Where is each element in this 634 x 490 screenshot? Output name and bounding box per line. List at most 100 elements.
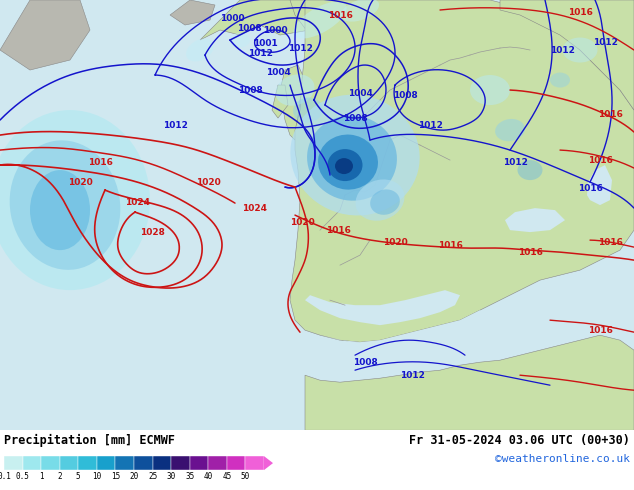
Text: 0.1: 0.1 bbox=[0, 472, 11, 481]
Ellipse shape bbox=[293, 98, 323, 122]
Text: 1012: 1012 bbox=[288, 44, 313, 52]
Ellipse shape bbox=[230, 32, 250, 48]
Text: 1012: 1012 bbox=[247, 49, 273, 57]
Ellipse shape bbox=[294, 1, 347, 39]
Bar bbox=[4, 456, 23, 470]
Ellipse shape bbox=[10, 140, 120, 270]
Bar bbox=[190, 456, 209, 470]
Text: 1024: 1024 bbox=[126, 197, 150, 207]
Text: Precipitation [mm] ECMWF: Precipitation [mm] ECMWF bbox=[4, 434, 175, 447]
Ellipse shape bbox=[550, 73, 570, 88]
Polygon shape bbox=[305, 310, 490, 345]
Text: 1012: 1012 bbox=[399, 371, 424, 380]
Bar bbox=[134, 456, 153, 470]
Bar bbox=[60, 456, 78, 470]
Ellipse shape bbox=[341, 0, 379, 22]
Text: 1016: 1016 bbox=[588, 326, 612, 335]
Text: 1016: 1016 bbox=[517, 247, 543, 257]
Bar bbox=[153, 456, 171, 470]
Text: 1016: 1016 bbox=[326, 225, 351, 235]
Ellipse shape bbox=[356, 179, 404, 221]
Bar bbox=[78, 456, 97, 470]
Text: 1020: 1020 bbox=[290, 218, 314, 226]
Bar bbox=[97, 456, 115, 470]
Polygon shape bbox=[500, 0, 634, 110]
Text: 1016: 1016 bbox=[578, 184, 602, 193]
Text: 1004: 1004 bbox=[347, 89, 372, 98]
Bar bbox=[245, 456, 264, 470]
Polygon shape bbox=[505, 208, 565, 232]
Text: 40: 40 bbox=[204, 472, 213, 481]
Text: 30: 30 bbox=[167, 472, 176, 481]
Text: 1012: 1012 bbox=[418, 121, 443, 129]
Polygon shape bbox=[290, 0, 380, 45]
Bar bbox=[23, 456, 41, 470]
Text: 0.5: 0.5 bbox=[16, 472, 30, 481]
Ellipse shape bbox=[290, 95, 420, 216]
Ellipse shape bbox=[0, 110, 150, 290]
Ellipse shape bbox=[495, 119, 525, 141]
Ellipse shape bbox=[470, 75, 510, 105]
Bar bbox=[227, 456, 245, 470]
Text: 1008: 1008 bbox=[392, 91, 417, 99]
Text: 15: 15 bbox=[111, 472, 120, 481]
Text: 1004: 1004 bbox=[266, 68, 290, 76]
Text: Fr 31-05-2024 03.06 UTC (00+30): Fr 31-05-2024 03.06 UTC (00+30) bbox=[409, 434, 630, 447]
Polygon shape bbox=[305, 290, 460, 325]
Polygon shape bbox=[0, 0, 90, 70]
Text: 1016: 1016 bbox=[598, 110, 623, 119]
Text: 2: 2 bbox=[58, 472, 62, 481]
Bar bbox=[171, 456, 190, 470]
Text: 1008: 1008 bbox=[353, 358, 377, 367]
Text: 1016: 1016 bbox=[598, 238, 623, 246]
Polygon shape bbox=[587, 165, 612, 205]
Ellipse shape bbox=[335, 158, 353, 174]
Text: 1008: 1008 bbox=[236, 24, 261, 32]
Polygon shape bbox=[264, 456, 273, 470]
Ellipse shape bbox=[318, 135, 378, 190]
Bar bbox=[209, 456, 227, 470]
Text: 1012: 1012 bbox=[162, 121, 188, 129]
Bar bbox=[115, 456, 134, 470]
Text: 1012: 1012 bbox=[550, 46, 574, 54]
Ellipse shape bbox=[328, 149, 363, 181]
Text: 1020: 1020 bbox=[383, 238, 408, 246]
Text: 1020: 1020 bbox=[68, 177, 93, 187]
Text: 45: 45 bbox=[223, 472, 231, 481]
Text: 20: 20 bbox=[129, 472, 139, 481]
Ellipse shape bbox=[307, 116, 397, 201]
Text: 1016: 1016 bbox=[87, 158, 112, 167]
Polygon shape bbox=[305, 335, 634, 430]
Text: 25: 25 bbox=[148, 472, 157, 481]
Ellipse shape bbox=[276, 74, 314, 106]
Text: 1008: 1008 bbox=[238, 86, 262, 95]
Text: 1020: 1020 bbox=[196, 177, 221, 187]
Text: 10: 10 bbox=[92, 472, 101, 481]
Polygon shape bbox=[272, 85, 288, 118]
Text: 1012: 1012 bbox=[503, 158, 527, 167]
Text: 1008: 1008 bbox=[342, 114, 367, 122]
Text: 35: 35 bbox=[185, 472, 195, 481]
Text: 1024: 1024 bbox=[242, 204, 268, 213]
Polygon shape bbox=[280, 65, 305, 140]
Text: 1: 1 bbox=[39, 472, 44, 481]
Text: 5: 5 bbox=[76, 472, 81, 481]
Text: 1028: 1028 bbox=[139, 228, 164, 237]
Text: 1016: 1016 bbox=[588, 156, 612, 165]
Ellipse shape bbox=[517, 160, 543, 180]
Bar bbox=[41, 456, 60, 470]
Text: ©weatheronline.co.uk: ©weatheronline.co.uk bbox=[495, 454, 630, 464]
Text: 1016: 1016 bbox=[328, 10, 353, 20]
Text: 50: 50 bbox=[241, 472, 250, 481]
Text: 1000: 1000 bbox=[262, 25, 287, 34]
Ellipse shape bbox=[562, 38, 597, 63]
Text: 1001: 1001 bbox=[252, 39, 278, 48]
Ellipse shape bbox=[186, 39, 214, 61]
Polygon shape bbox=[200, 0, 320, 40]
Text: 1000: 1000 bbox=[220, 14, 244, 23]
Polygon shape bbox=[170, 0, 215, 25]
Ellipse shape bbox=[30, 170, 90, 250]
Text: 1016: 1016 bbox=[567, 7, 592, 17]
Text: 1016: 1016 bbox=[437, 241, 462, 249]
Text: 1012: 1012 bbox=[593, 38, 618, 47]
